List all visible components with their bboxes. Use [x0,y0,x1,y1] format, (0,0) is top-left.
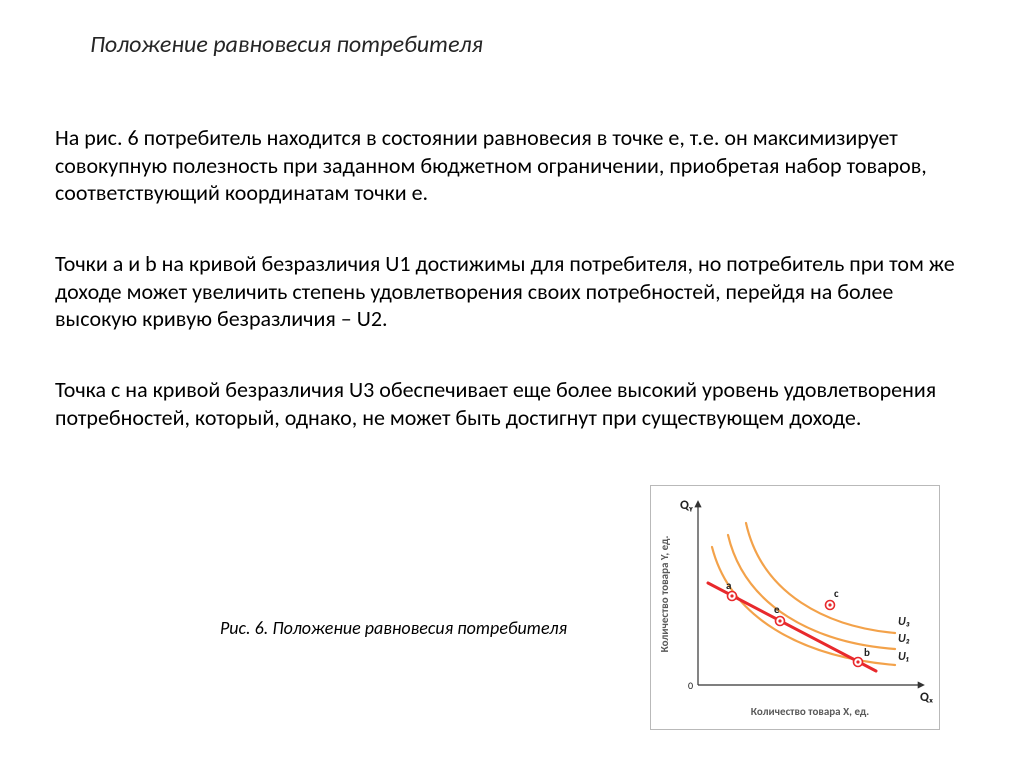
svg-text:Количество товара Y, ед.: Количество товара Y, ед. [658,536,671,653]
svg-text:Qₓ: Qₓ [920,690,933,705]
chart-svg: U₁ U₂ U₃ a e c b 0 Qₓ Qᵧ Количество товара X, ед. К… [650,485,940,730]
svg-text:Количество товара X, ед.: Количество товара X, ед. [751,705,869,718]
consumer-equilibrium-chart: U₁ U₂ U₃ a e c b 0 Qₓ Qᵧ Количество товара X, ед. К… [650,485,940,745]
svg-text:b: b [864,646,870,659]
svg-text:U₁: U₁ [898,650,909,664]
svg-text:U₂: U₂ [898,632,910,646]
svg-text:U₃: U₃ [898,615,910,629]
slide-title: Положение равновесия потребителя [90,30,483,59]
svg-text:a: a [726,579,731,592]
svg-text:0: 0 [688,679,693,692]
figure-caption: Рис. 6. Положение равновесия потребителя [220,617,567,639]
slide-page: Положение равновесия потребителя На рис.… [0,0,1024,767]
svg-text:e: e [774,603,780,616]
svg-text:Qᵧ: Qᵧ [680,498,693,513]
paragraph-1: На рис. 6 потребитель находится в состоя… [55,124,965,207]
svg-text:c: c [834,587,839,600]
paragraph-3: Точка c на кривой безразличия U3 обеспеч… [55,376,965,431]
paragraph-2: Точки a и b на кривой безразличия U1 дос… [55,250,965,333]
